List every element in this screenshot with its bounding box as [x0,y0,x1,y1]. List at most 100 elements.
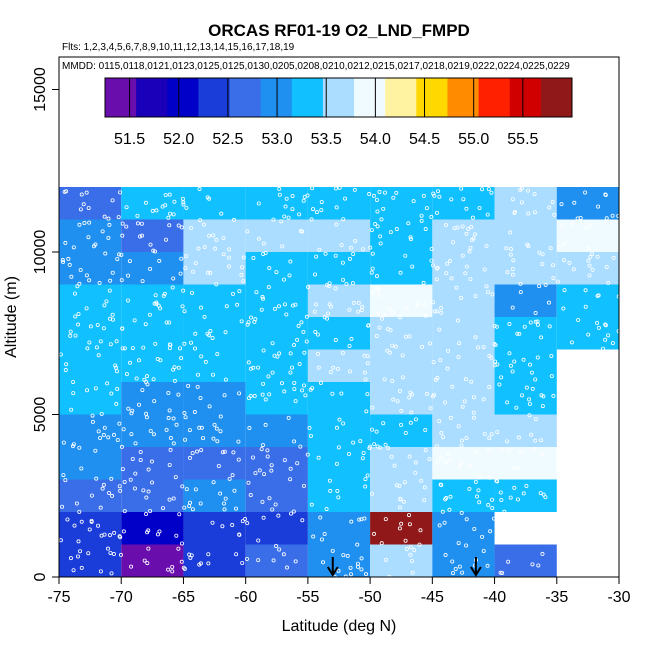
sample-point [274,270,279,275]
sample-point [202,244,207,249]
sample-point [179,225,184,230]
sample-point [408,420,413,425]
sample-point [276,513,281,518]
sample-point [530,386,535,391]
sample-point [84,190,89,195]
sample-point [135,221,140,226]
sample-point [328,488,333,493]
heatmap-cell [121,544,184,577]
sample-point [263,397,268,402]
colorbar-tick-label: 52.5 [212,131,243,148]
sample-point [144,495,149,500]
sample-point [409,410,414,415]
sample-point [325,283,330,288]
sample-point [371,193,376,198]
sample-point [218,414,223,419]
sample-point [434,210,439,215]
sample-point [211,233,216,238]
sample-point [421,280,426,285]
sample-point [114,401,119,406]
sample-point [277,351,282,356]
sample-point [408,390,413,395]
sample-point [535,355,540,360]
sample-point [63,368,68,373]
sample-point [555,279,560,284]
sample-point [511,258,516,263]
sample-point [314,254,319,259]
heatmap-cell [245,447,308,480]
sample-point [587,263,592,268]
sample-point [370,266,375,271]
sample-point [180,304,185,309]
sample-point [138,457,143,462]
sample-point [256,558,261,563]
x-tick-label: -40 [483,589,506,606]
sample-point [398,270,403,275]
sample-point [230,523,235,528]
sample-point [324,507,329,512]
sample-point [63,240,68,245]
sample-point [521,357,526,362]
sample-point [151,377,156,382]
sample-point [355,561,360,566]
sample-point [158,358,163,363]
heatmap-cell [432,317,495,350]
sample-point [596,204,601,209]
sample-point [352,187,357,192]
sample-point [414,301,419,306]
sample-point [505,439,510,444]
sample-point [536,563,541,568]
sample-point [178,346,183,351]
sample-point [547,324,552,329]
sample-point [319,537,324,542]
sample-point [77,281,82,286]
sample-point [480,534,485,539]
sample-point [74,501,79,506]
sample-point [261,381,266,386]
sample-point [211,480,216,485]
sample-point [469,379,474,384]
heatmap-cell [183,349,246,382]
sample-point [130,456,135,461]
sample-point [349,336,354,341]
sample-point [508,363,513,368]
heatmap-cell [494,219,557,252]
sample-point [331,365,336,370]
sample-point [90,413,95,418]
heatmap-cells [59,187,619,577]
colorbar-tick-label: 51.5 [114,131,145,148]
sample-point [399,422,404,427]
sample-point [95,322,100,327]
sample-point [318,381,323,386]
heatmap-cell [245,479,308,512]
sample-point [435,266,440,271]
sample-point [98,339,103,344]
heatmap-cell [494,447,557,480]
sample-point [172,199,177,204]
sample-point [341,217,346,222]
sample-point [570,221,575,226]
sample-point [583,304,588,309]
sample-point [201,436,206,441]
sample-point [511,197,516,202]
sample-point [118,488,123,493]
heatmap-cell [59,447,122,480]
sample-point [110,312,115,317]
sample-point [115,437,120,442]
sample-point [512,359,517,364]
sample-point [96,523,101,528]
sample-point [167,223,172,228]
sample-point [287,273,292,278]
sample-point [154,301,159,306]
colorbar-swatch [291,78,324,117]
sample-point [355,542,360,547]
sample-point [439,483,444,488]
sample-point [437,194,442,199]
sample-point [76,322,81,327]
sample-point [391,195,396,200]
sample-point [96,429,101,434]
sample-point [279,381,284,386]
sample-point [604,216,609,221]
sample-point [195,384,200,389]
